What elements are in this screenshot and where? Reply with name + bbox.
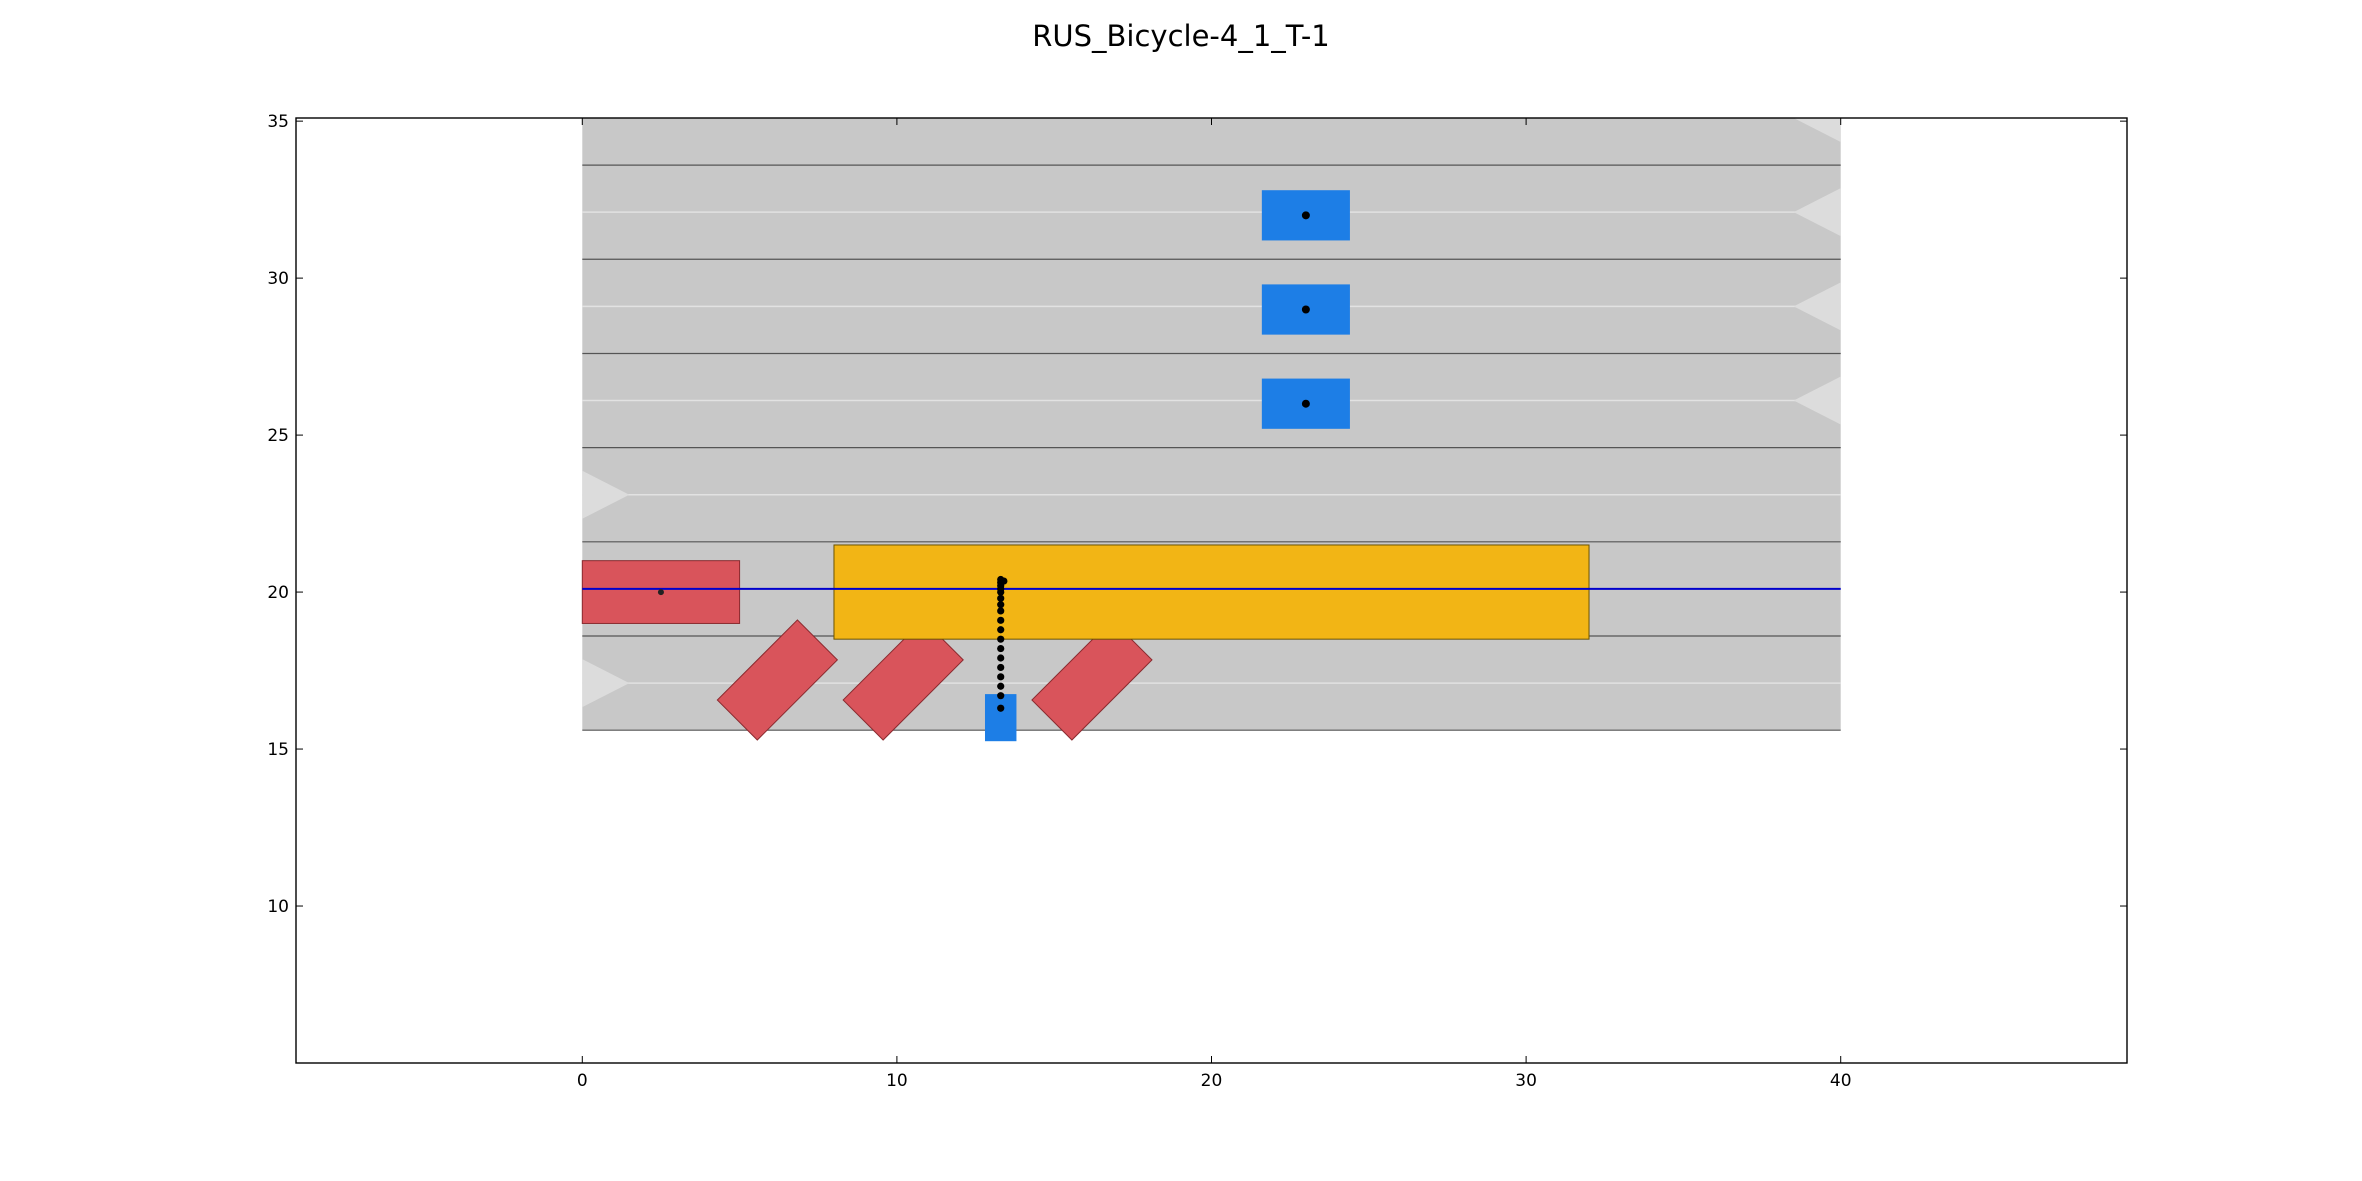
lane-direction-arrow <box>582 659 630 708</box>
scene-content <box>581 118 1841 742</box>
lane-direction-arrow <box>1793 376 1841 425</box>
x-tick-label: 30 <box>1515 1071 1537 1091</box>
y-tick-label: 30 <box>267 269 289 289</box>
trajectory-point <box>1000 577 1008 585</box>
trajectory-point <box>997 601 1005 609</box>
y-tick-label: 25 <box>267 426 289 446</box>
plot-title: RUS_Bicycle-4_1_T-1 <box>1032 19 1330 53</box>
trajectory-point <box>997 673 1005 681</box>
lane-direction-arrow <box>1793 118 1841 142</box>
ego-vehicle <box>984 694 1017 742</box>
x-tick-label: 0 <box>577 1071 588 1091</box>
y-tick-label: 15 <box>267 740 289 760</box>
plot-area: 0 10 20 30 40 10 15 20 25 30 35 <box>267 112 2128 1091</box>
x-tick-label: 40 <box>1830 1071 1852 1091</box>
trajectory-point <box>997 692 1005 700</box>
obstacle-center-marker <box>657 589 664 596</box>
trajectory-point <box>997 682 1005 690</box>
ego-vehicle-center-marker <box>1301 211 1310 220</box>
trajectory-point <box>997 654 1005 662</box>
lane-direction-arrow <box>1793 282 1841 331</box>
trajectory-point <box>997 616 1005 624</box>
trajectory-point <box>997 607 1005 615</box>
ego-vehicle-center-marker <box>1301 305 1310 314</box>
obstacle-bus <box>833 544 1590 640</box>
y-tick-label: 20 <box>267 583 289 603</box>
trajectory-point <box>997 663 1005 672</box>
x-tick-label: 10 <box>886 1071 908 1091</box>
lane-direction-arrow <box>1793 188 1841 237</box>
obstacle-car <box>1031 619 1153 741</box>
trajectory-point <box>997 644 1005 653</box>
y-tick-label: 10 <box>267 897 289 917</box>
obstacle-car <box>716 619 839 741</box>
lane-direction-arrow <box>582 470 630 519</box>
obstacle-car <box>842 619 964 741</box>
trajectory-point <box>997 635 1005 643</box>
trajectory-point <box>997 626 1005 634</box>
x-tick-label: 20 <box>1201 1071 1223 1091</box>
trajectory-point <box>997 704 1005 712</box>
y-tick-label: 35 <box>267 112 289 132</box>
ego-vehicle-center-marker <box>1301 399 1310 408</box>
trajectory-point <box>997 594 1005 602</box>
